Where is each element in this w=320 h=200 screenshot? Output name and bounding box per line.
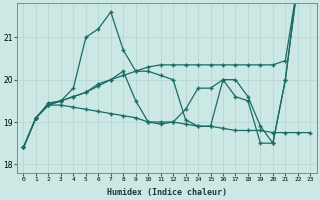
X-axis label: Humidex (Indice chaleur): Humidex (Indice chaleur)	[107, 188, 227, 197]
